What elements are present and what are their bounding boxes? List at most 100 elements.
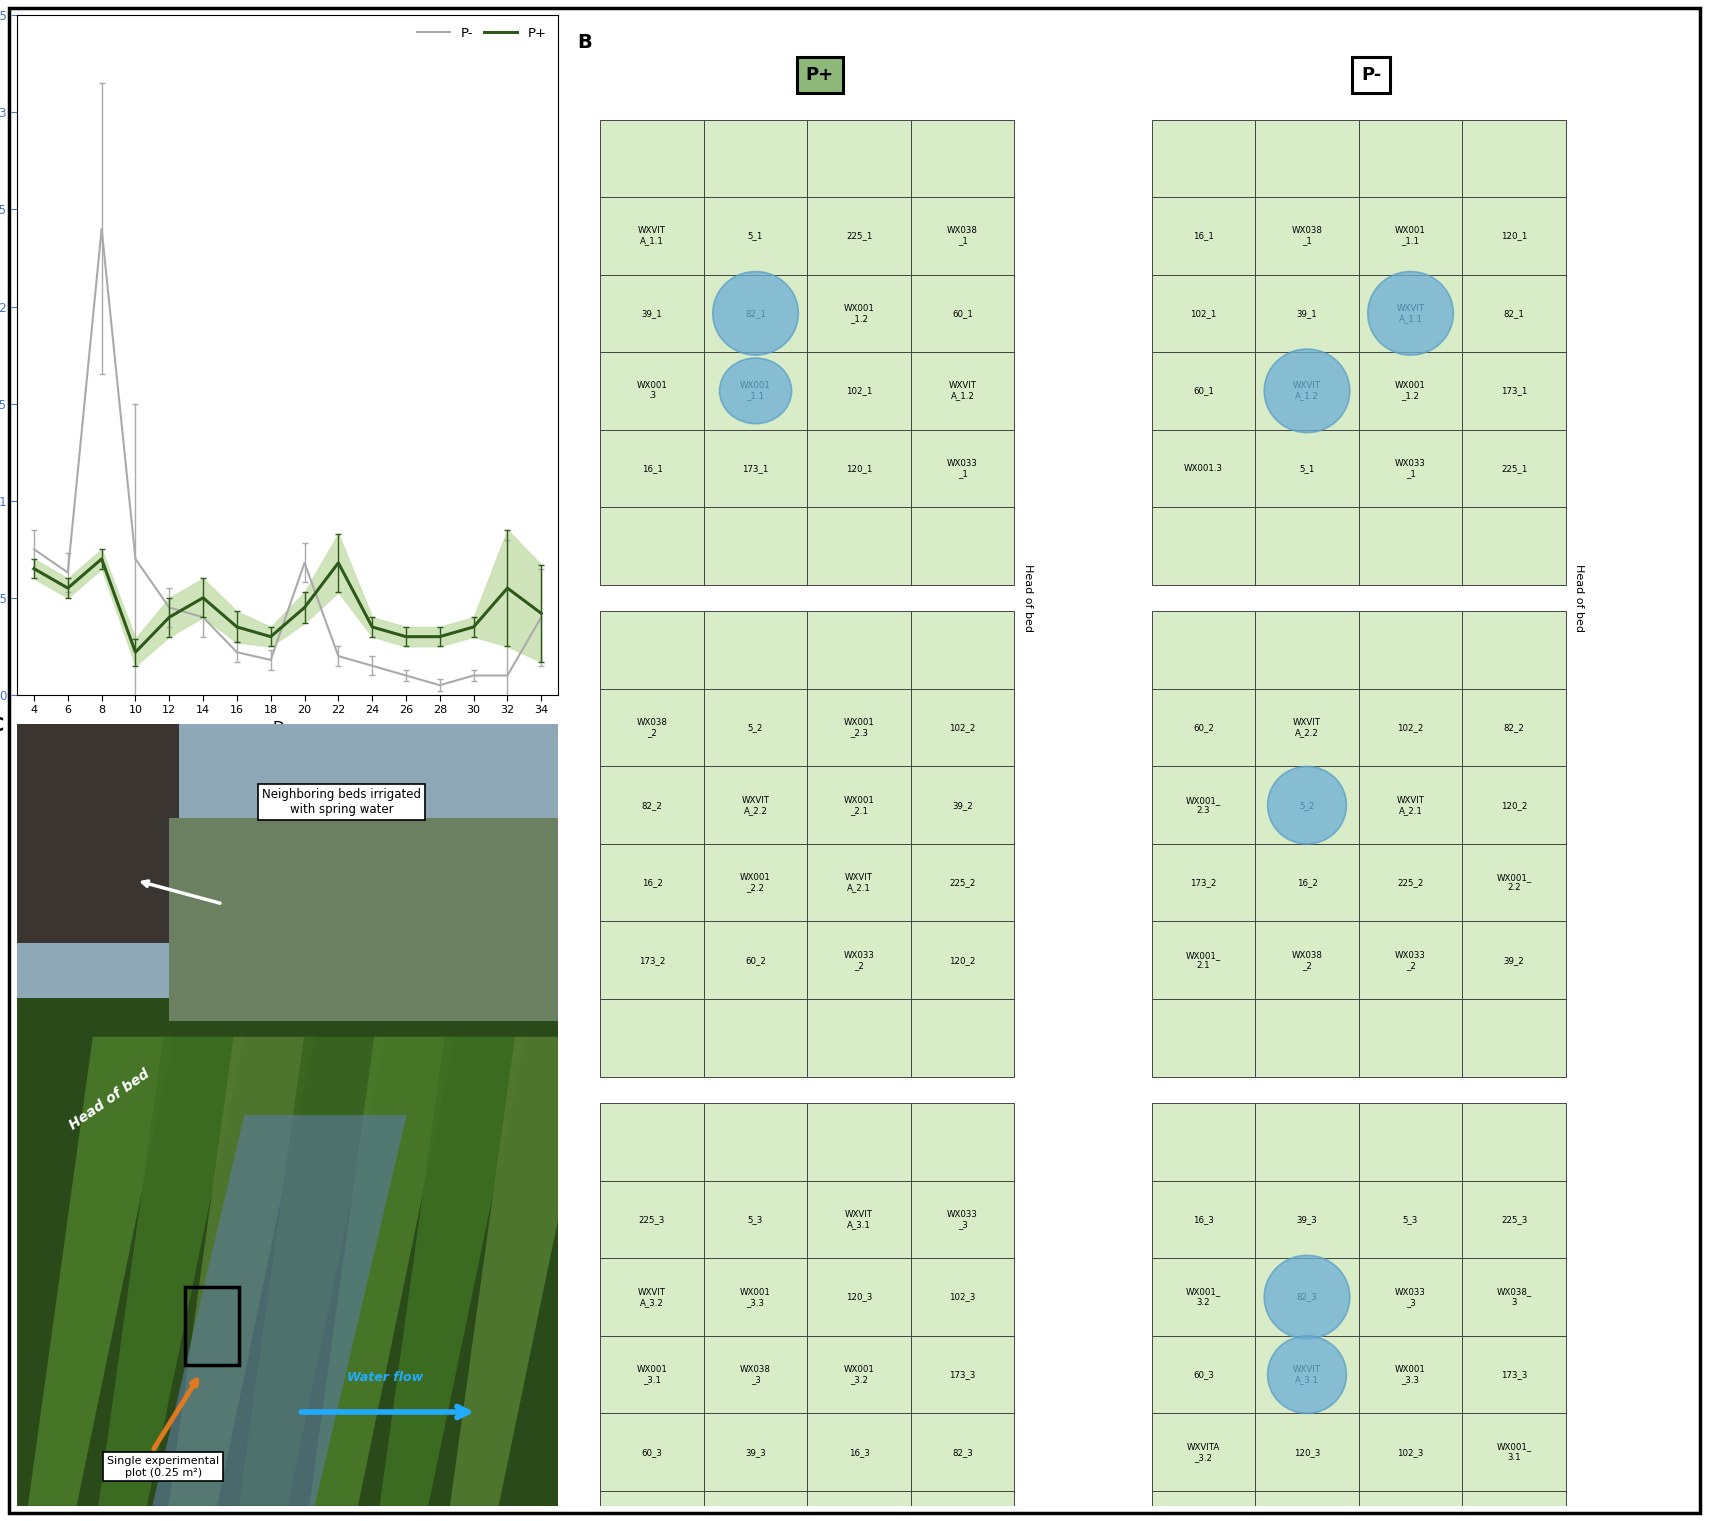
Text: 5_1: 5_1 [1299,464,1314,473]
FancyBboxPatch shape [1152,844,1254,922]
Polygon shape [309,1037,455,1506]
FancyBboxPatch shape [600,275,704,351]
Polygon shape [97,1037,244,1506]
Text: WX038
_3: WX038 _3 [740,1364,771,1384]
Text: WX001
_2.2: WX001 _2.2 [740,873,771,893]
Text: 225_2: 225_2 [1398,878,1424,887]
Text: 120_1: 120_1 [846,464,872,473]
FancyBboxPatch shape [911,689,1015,767]
FancyBboxPatch shape [600,1103,704,1180]
FancyBboxPatch shape [600,611,704,689]
Text: WX001
_2.3: WX001 _2.3 [844,718,875,738]
FancyBboxPatch shape [1152,689,1254,767]
Text: WX001_
3.2: WX001_ 3.2 [1186,1288,1222,1307]
Text: 5_1: 5_1 [749,231,764,240]
FancyBboxPatch shape [1254,767,1359,844]
Text: WX001
_3.1: WX001 _3.1 [636,1364,668,1384]
FancyBboxPatch shape [600,351,704,429]
Text: P+: P+ [805,65,834,84]
FancyBboxPatch shape [17,724,179,943]
FancyBboxPatch shape [1152,1258,1254,1335]
FancyBboxPatch shape [807,611,911,689]
Text: 16_3: 16_3 [849,1448,870,1457]
FancyBboxPatch shape [1254,198,1359,275]
FancyBboxPatch shape [1463,1103,1565,1180]
FancyBboxPatch shape [1359,767,1463,844]
Text: 225_1: 225_1 [846,231,872,240]
FancyBboxPatch shape [600,999,704,1077]
Text: WX033
_3: WX033 _3 [947,1211,978,1229]
Text: 16_2: 16_2 [1297,878,1318,887]
Text: 39_1: 39_1 [641,309,663,318]
FancyBboxPatch shape [704,275,807,351]
FancyBboxPatch shape [1152,1413,1254,1491]
Text: 5_3: 5_3 [749,1215,764,1224]
Text: WX033
_2: WX033 _2 [1395,951,1425,970]
FancyBboxPatch shape [807,1335,911,1413]
FancyBboxPatch shape [911,198,1015,275]
FancyBboxPatch shape [600,1491,704,1521]
FancyBboxPatch shape [1463,999,1565,1077]
FancyBboxPatch shape [600,1180,704,1258]
FancyBboxPatch shape [600,1258,704,1335]
FancyBboxPatch shape [1463,1491,1565,1521]
FancyBboxPatch shape [911,429,1015,506]
Text: 120_2: 120_2 [1501,800,1528,809]
FancyBboxPatch shape [1359,275,1463,351]
FancyBboxPatch shape [704,689,807,767]
Text: 60_2: 60_2 [1193,722,1213,732]
FancyBboxPatch shape [911,611,1015,689]
Text: WX038
_2: WX038 _2 [1292,951,1323,970]
FancyBboxPatch shape [807,689,911,767]
FancyBboxPatch shape [704,1335,807,1413]
FancyBboxPatch shape [1359,689,1463,767]
Text: 102_1: 102_1 [1189,309,1217,318]
Text: 60_1: 60_1 [1193,386,1213,395]
FancyBboxPatch shape [704,506,807,584]
FancyBboxPatch shape [911,120,1015,198]
FancyBboxPatch shape [911,1491,1015,1521]
Text: 39_2: 39_2 [1504,955,1524,964]
Ellipse shape [1268,1335,1347,1413]
Ellipse shape [1265,350,1350,432]
Text: Head of bed: Head of bed [67,1066,152,1132]
Text: 16_1: 16_1 [1193,231,1213,240]
FancyBboxPatch shape [1359,1103,1463,1180]
FancyBboxPatch shape [704,999,807,1077]
FancyBboxPatch shape [911,351,1015,429]
FancyBboxPatch shape [1359,120,1463,198]
FancyBboxPatch shape [807,120,911,198]
Text: Head of bed: Head of bed [1574,564,1584,633]
Text: 173_3: 173_3 [1501,1370,1528,1380]
FancyBboxPatch shape [807,275,911,351]
Ellipse shape [1367,272,1453,354]
FancyBboxPatch shape [807,1413,911,1491]
Text: 16_1: 16_1 [641,464,663,473]
Text: Neighboring beds irrigated
with spring water: Neighboring beds irrigated with spring w… [261,788,420,817]
Text: WXVIT
A_2.2: WXVIT A_2.2 [742,795,769,815]
Text: WX038
_2: WX038 _2 [636,718,668,738]
FancyBboxPatch shape [1254,1103,1359,1180]
FancyBboxPatch shape [1463,1258,1565,1335]
FancyBboxPatch shape [704,1491,807,1521]
FancyBboxPatch shape [807,506,911,584]
FancyBboxPatch shape [1463,429,1565,506]
Text: 82_3: 82_3 [1297,1293,1318,1302]
FancyBboxPatch shape [1359,611,1463,689]
Polygon shape [449,1037,596,1506]
Text: 173_3: 173_3 [950,1370,976,1380]
Polygon shape [239,1037,385,1506]
FancyBboxPatch shape [1359,1180,1463,1258]
Text: 82_2: 82_2 [1504,722,1524,732]
FancyBboxPatch shape [600,429,704,506]
FancyBboxPatch shape [807,351,911,429]
Text: 82_1: 82_1 [745,309,766,318]
Text: WX001
_2.1: WX001 _2.1 [844,795,875,815]
FancyBboxPatch shape [1254,1258,1359,1335]
Text: WXVIT
A_2.1: WXVIT A_2.1 [1396,795,1425,815]
FancyBboxPatch shape [1359,1335,1463,1413]
Text: 16_2: 16_2 [641,878,663,887]
Text: WX001
_3.3: WX001 _3.3 [740,1288,771,1307]
Text: B: B [578,33,593,52]
Text: 225_3: 225_3 [639,1215,665,1224]
